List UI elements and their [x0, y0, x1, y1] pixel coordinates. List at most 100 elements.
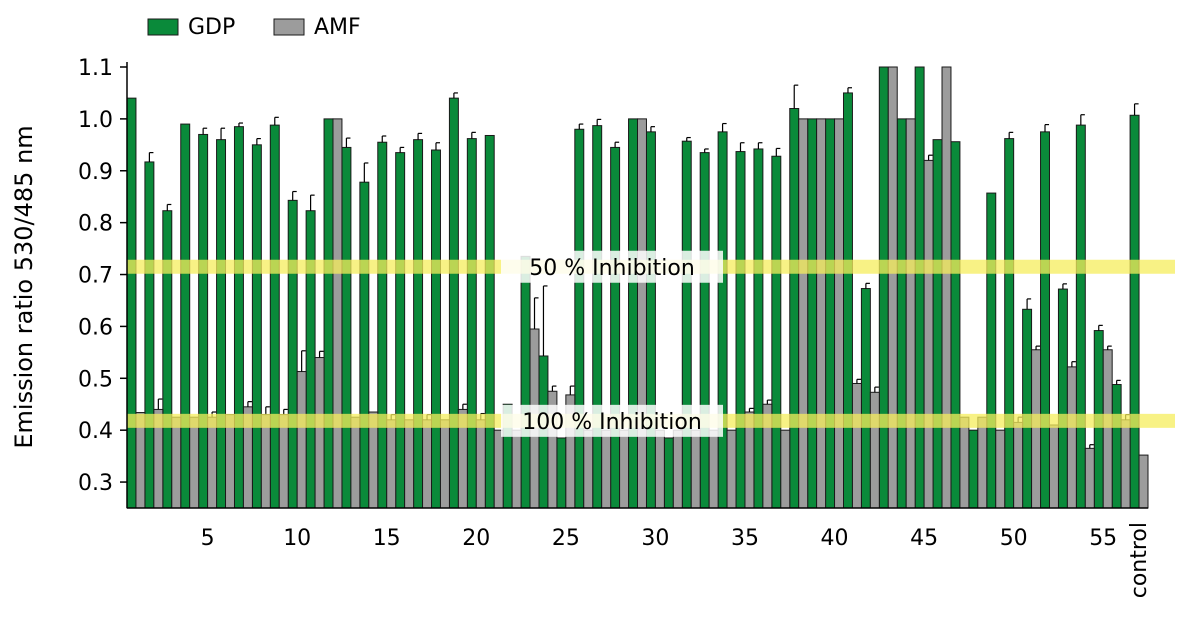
amf-bar — [977, 416, 988, 509]
amf-bar — [1066, 366, 1077, 509]
legend-label-amf: AMF — [314, 15, 361, 40]
gdp-bar — [789, 108, 800, 509]
legend-swatch-amf — [273, 18, 305, 36]
y-tick-label: 0.7 — [78, 264, 113, 289]
gdp-bar — [233, 126, 244, 509]
gdp-bar — [1057, 288, 1068, 509]
gdp-bar — [1129, 114, 1140, 509]
amf-bar — [816, 118, 827, 509]
gdp-bar — [1022, 308, 1033, 509]
y-axis-label: Emission ratio 530/485 nm — [10, 125, 38, 448]
amf-bar — [995, 429, 1006, 509]
legend-swatch-gdp — [147, 18, 179, 36]
gdp-bar — [610, 146, 621, 509]
amf-bar — [511, 429, 522, 509]
amf-bar — [690, 429, 701, 509]
y-tick-label: 0.6 — [78, 315, 113, 340]
amf-bar — [207, 416, 218, 509]
gdp-bar — [628, 118, 638, 509]
gdp-bar — [431, 149, 441, 509]
amf-bar — [834, 118, 844, 509]
axes: 0.3 0.4 0.5 0.6 0.7 0.8 0.9 1.0 1.1 5 10 15 20 25 30 35… — [78, 56, 1152, 598]
gdp-bar — [771, 155, 782, 509]
gdp-bar — [645, 131, 656, 509]
gdp-bar — [860, 288, 871, 509]
gdp-bar — [914, 66, 925, 509]
gdp-bar — [180, 123, 191, 509]
amf-bar — [601, 429, 612, 509]
gdp-bar — [520, 255, 531, 509]
y-tick-label: 0.5 — [78, 367, 113, 392]
gdp-bar — [896, 118, 907, 509]
y-tick-label: 0.4 — [78, 419, 113, 444]
amf-bar — [386, 419, 397, 509]
amf-bar — [583, 429, 594, 509]
gdp-bar — [1075, 124, 1086, 509]
amf-bar — [780, 429, 791, 509]
gdp-bar — [484, 134, 495, 509]
gdp-bar — [717, 131, 728, 509]
amf-bar — [1013, 421, 1024, 509]
reference-band-label-bg — [501, 250, 723, 283]
x-tick-label: 45 — [910, 526, 938, 551]
gdp-bar — [735, 151, 746, 509]
amf-bar — [1031, 349, 1042, 509]
amf-bar — [905, 118, 916, 509]
amf-bar — [1048, 424, 1059, 509]
amf-bar — [493, 429, 504, 509]
amf-bar — [332, 118, 343, 509]
amf-bar — [798, 118, 809, 509]
amf-bar — [887, 66, 898, 509]
gdp-bar — [574, 128, 585, 509]
gdp-bar — [699, 152, 710, 509]
x-tick-label: 20 — [462, 526, 490, 551]
gdp-bar — [466, 138, 477, 509]
x-tick-label: 15 — [373, 526, 401, 551]
y-tick-label: 1.1 — [78, 56, 113, 81]
gdp-bar — [932, 139, 943, 509]
y-tick-label: 0.3 — [78, 471, 113, 496]
gdp-bar — [681, 140, 692, 509]
gdp-bar — [663, 437, 674, 509]
gdp-bar — [592, 125, 603, 509]
legend-label-gdp: GDP — [188, 15, 235, 40]
amf-bar — [296, 371, 307, 509]
gdp-bar — [448, 97, 459, 509]
gdp-bar — [1004, 138, 1015, 509]
gdp-bar — [986, 192, 997, 509]
gdp-bar — [144, 161, 155, 509]
amf-bar — [171, 416, 182, 509]
x-tick-label: 55 — [1089, 526, 1117, 551]
amf-bar — [475, 419, 486, 509]
reference-band-label: 100 % Inhibition — [522, 410, 702, 435]
gdp-bar — [377, 141, 388, 509]
reference-band-label-bg — [501, 404, 723, 437]
amf-bar — [654, 429, 665, 509]
x-tick-label: 50 — [1000, 526, 1028, 551]
gdp-bar — [968, 429, 979, 509]
amf-bar — [941, 66, 952, 509]
gdp-bar — [556, 437, 567, 509]
gdp-bar — [162, 210, 173, 509]
y-tick-label: 0.8 — [78, 212, 113, 237]
amf-bar — [923, 159, 934, 509]
y-tick-label: 1.0 — [78, 108, 113, 133]
gdp-bar — [216, 139, 227, 509]
x-tick-label: control — [1127, 522, 1152, 598]
amf-bar — [1138, 454, 1149, 509]
gdp-bar — [413, 139, 424, 509]
gdp-bar — [1040, 131, 1050, 509]
amf-bar — [260, 414, 271, 509]
reference-bands: 50 % Inhibition 100 % Inhibition — [127, 250, 1175, 437]
gdp-bar — [305, 210, 316, 509]
gdp-bar — [395, 152, 406, 509]
x-tick-label: 5 — [201, 526, 215, 551]
amf-bar — [404, 419, 415, 509]
gdp-bar — [287, 199, 298, 509]
amf-bar — [350, 416, 361, 509]
gdp-bar — [251, 144, 262, 509]
gdp-bar — [807, 118, 818, 509]
gdp-bar — [341, 146, 352, 509]
amf-bar — [726, 429, 737, 509]
